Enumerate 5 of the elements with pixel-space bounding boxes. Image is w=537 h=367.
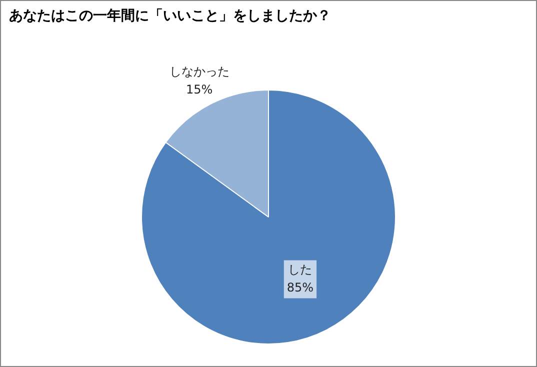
slice-label: した bbox=[288, 262, 312, 276]
chart-title: あなたはこの一年間に「いいこと」をしましたか？ bbox=[9, 7, 331, 25]
data-label: 15% bbox=[186, 82, 213, 96]
data-label: 85% bbox=[286, 280, 314, 294]
slice-label: しなかった bbox=[169, 64, 230, 78]
